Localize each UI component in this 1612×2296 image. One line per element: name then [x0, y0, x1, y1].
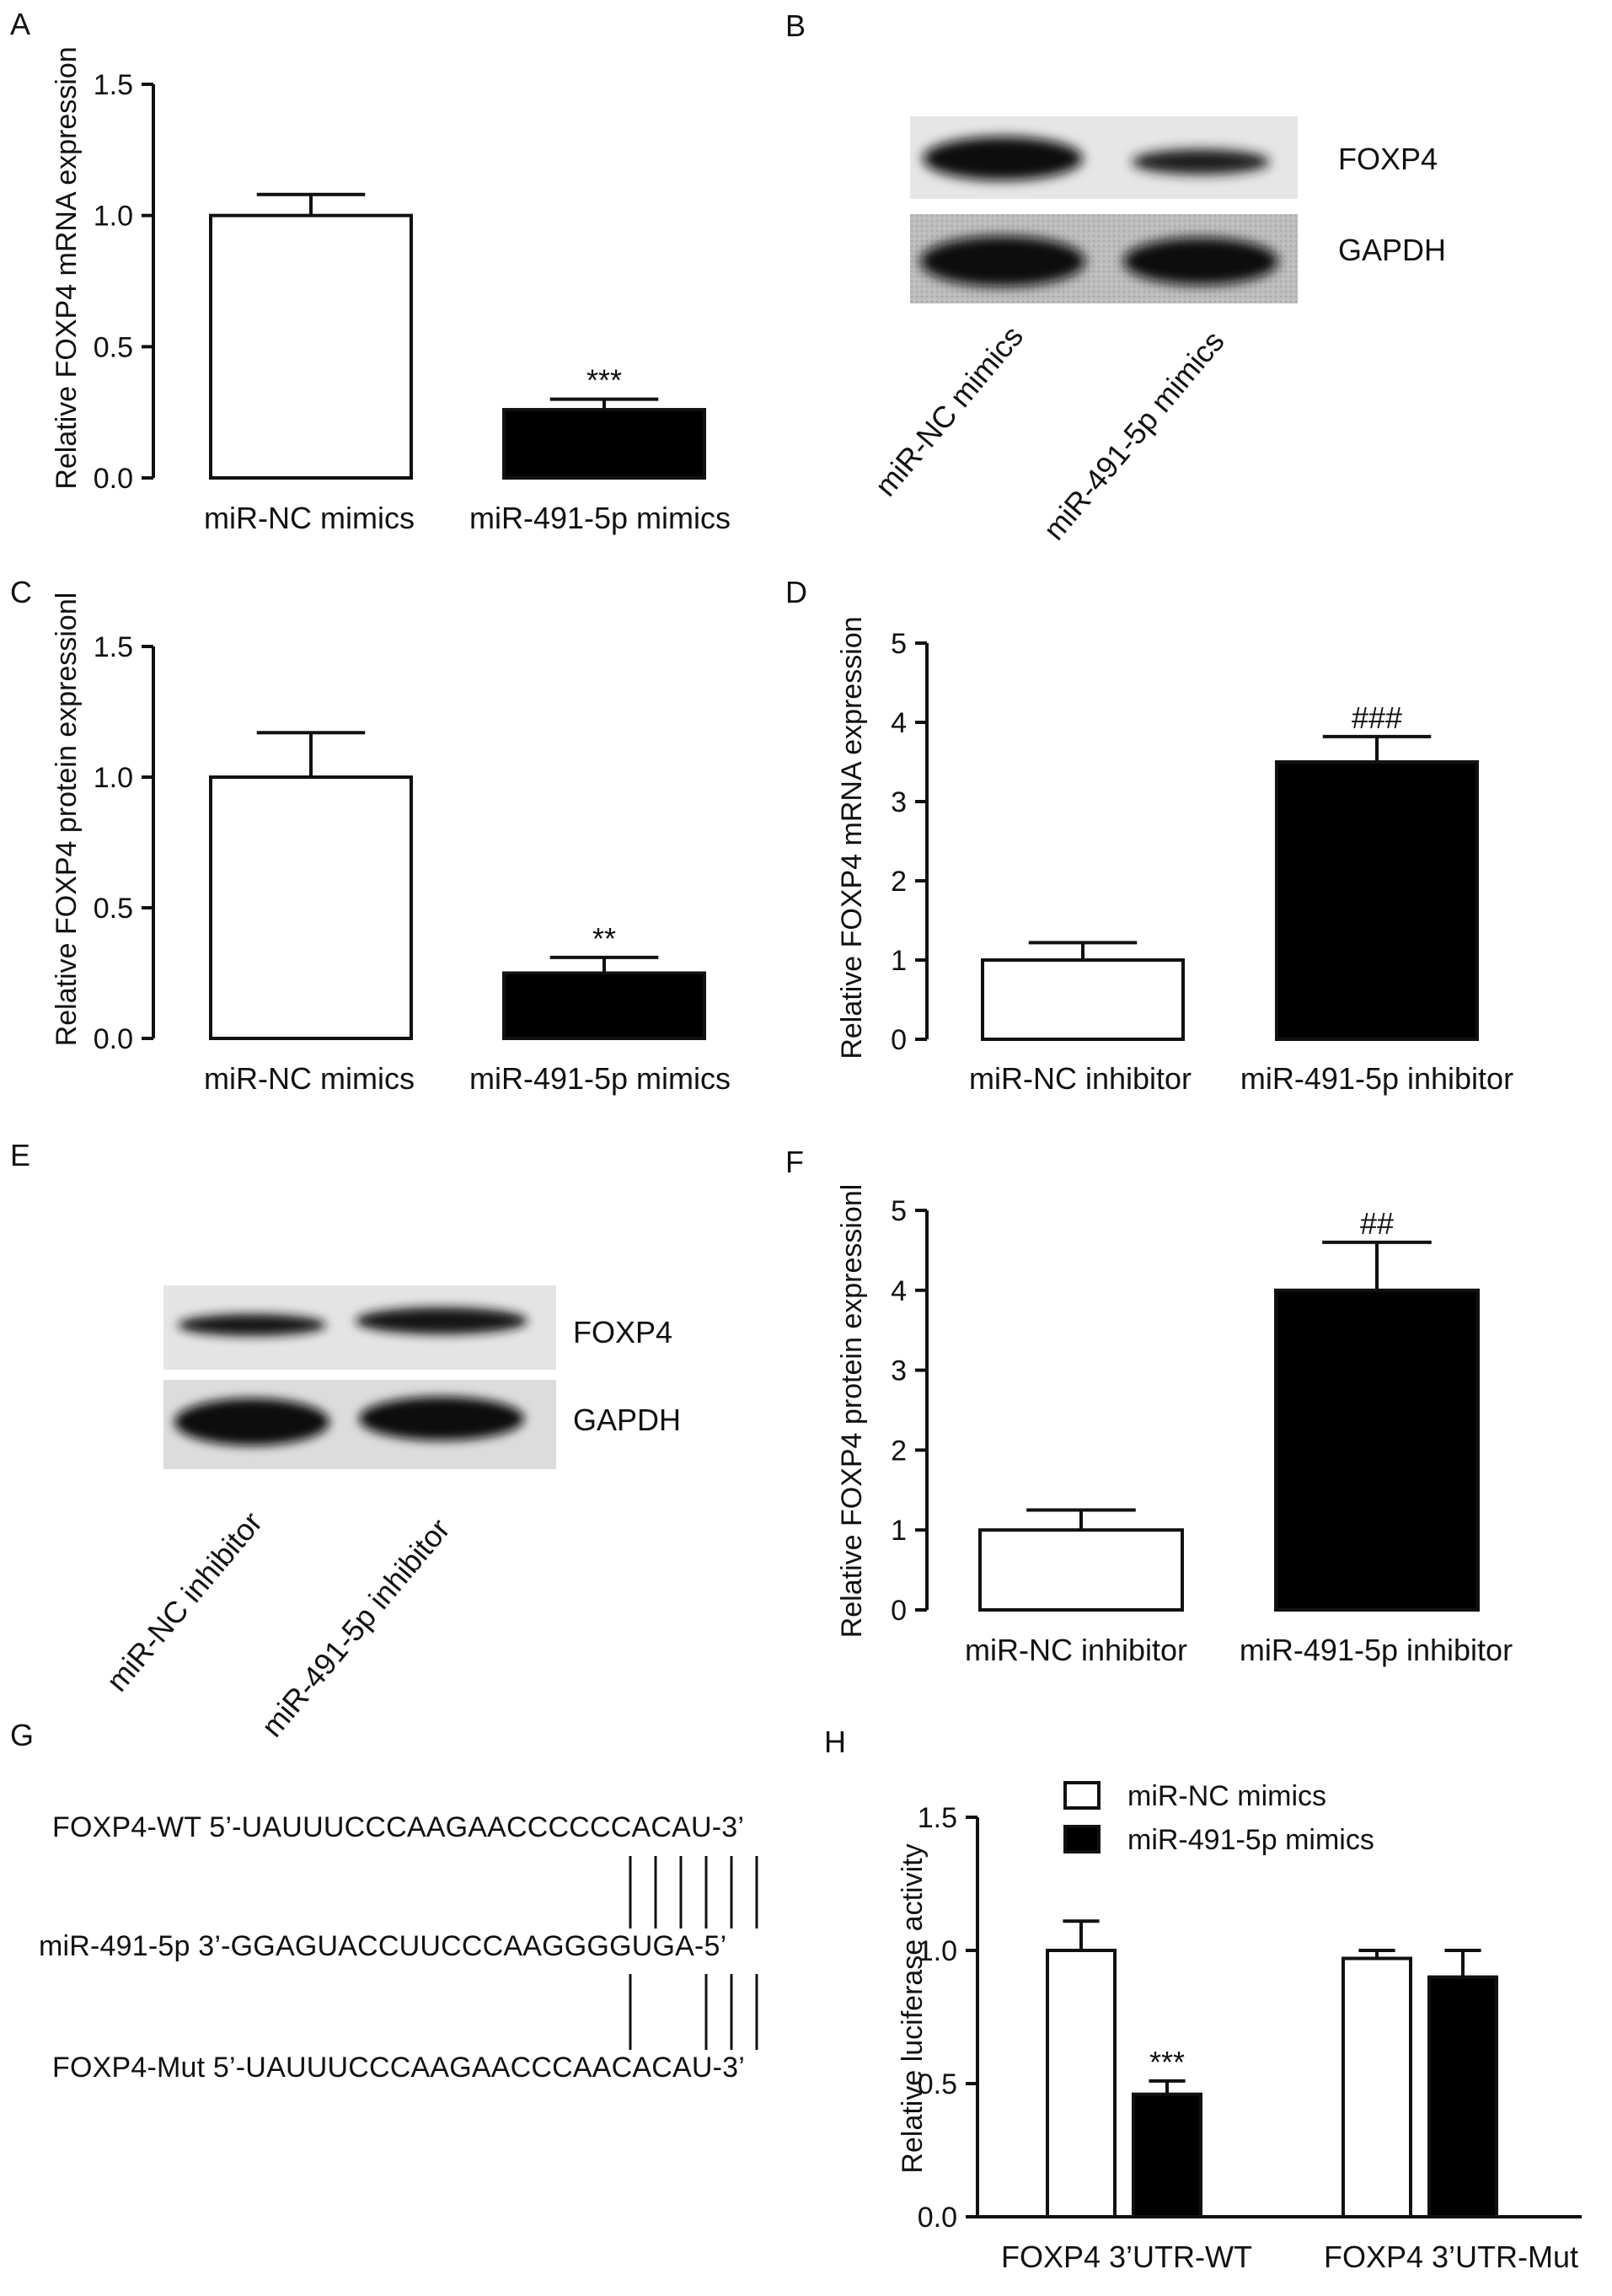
bar: [1132, 2092, 1202, 2218]
y-tick-label: 1.0: [94, 762, 133, 794]
sequence-foxp4-mut: FOXP4-Mut 5’-UAUUUCCCAAGAACCCAACACAU-3’: [52, 2052, 746, 2084]
y-axis-label: Relative FOXP4 mRNA expression: [51, 46, 83, 489]
significance-marker: ***: [1149, 2045, 1185, 2079]
blot-b-gapdh-label: GAPDH: [1338, 233, 1447, 267]
bar: [209, 213, 413, 480]
blot-b-foxp4-label: FOXP4: [1338, 142, 1438, 176]
y-tick-label: 0.5: [918, 2068, 957, 2100]
significance-marker: **: [592, 921, 616, 956]
significance-marker: ##: [1360, 1206, 1394, 1241]
blot-b-gapdh-band-2: [1123, 238, 1278, 285]
y-tick-label: 1.5: [94, 631, 133, 663]
panel-letter-d: D: [785, 575, 807, 609]
significance-marker: ###: [1352, 700, 1402, 735]
panel-letter-b: B: [785, 8, 806, 43]
bar: [1275, 760, 1479, 1041]
y-axis-label: Relative FOXP4 mRNA expression: [836, 616, 868, 1059]
y-tick-label: 1: [891, 945, 907, 977]
y-axis-label: Relative FOXP4 protein expressionl: [51, 593, 83, 1047]
chart-f: 0 1 2 3 4 5 Relative FOXP4 protein expressionl…: [836, 1184, 1513, 1667]
blot-b-foxp4-band-1: [923, 137, 1083, 180]
y-tick-label: 2: [891, 866, 907, 898]
legend-label: miR-491-5p mimics: [1127, 1824, 1374, 1856]
y-tick-label: 4: [891, 1275, 907, 1307]
y-tick-label: 1.5: [918, 1802, 957, 1834]
panel-letter-e: E: [10, 1138, 31, 1172]
bar: [502, 971, 706, 1040]
panel-letter-f: F: [785, 1145, 804, 1179]
panel-letter-g: G: [10, 1718, 35, 1752]
y-tick-label: 4: [891, 707, 907, 739]
legend-swatch: [1063, 1825, 1101, 1853]
y-tick-label: 0.0: [94, 463, 133, 495]
y-tick-label: 1.5: [94, 69, 133, 101]
western-blot-b: [910, 116, 1298, 303]
blot-e-foxp4-band-1: [178, 1314, 326, 1336]
x-tick-label: FOXP4 3’UTR-WT: [1001, 2240, 1252, 2274]
chart-d: 0 1 2 3 4 5 Relative FOXP4 mRNA expression ### m…: [836, 616, 1513, 1096]
y-tick-label: 5: [891, 1195, 907, 1227]
blot-b-foxp4-band-2: [1132, 149, 1270, 174]
bar: [209, 775, 413, 1040]
y-tick-label: 0.5: [94, 331, 133, 363]
blot-e-foxp4-band-2: [356, 1307, 528, 1334]
x-tick-label: miR-491-5p mimics: [469, 1061, 731, 1096]
y-tick-label: 5: [891, 628, 907, 660]
y-axis-label: Relative FOXP4 protein expressionl: [836, 1184, 868, 1639]
blot-e-gapdh-label: GAPDH: [573, 1403, 682, 1437]
x-tick-label: miR-NC mimics: [204, 501, 415, 535]
chart-h: 0.0 0.5 1.0 1.5 Relative luciferase activity…: [897, 1780, 1582, 2274]
bar: [502, 408, 706, 480]
x-tick-label: miR-NC inhibitor: [965, 1633, 1187, 1667]
legend-swatch: [1063, 1781, 1101, 1810]
y-tick-label: 3: [891, 1355, 907, 1387]
y-tick-label: 2: [891, 1435, 907, 1467]
bar: [981, 958, 1185, 1041]
y-tick-label: 0.5: [94, 893, 133, 925]
western-blot-e: [163, 1285, 556, 1469]
legend-label: miR-NC mimics: [1127, 1780, 1326, 1812]
y-tick-label: 1.0: [94, 201, 133, 233]
blot-b-gapdh-band-1: [920, 236, 1085, 287]
y-tick-label: 3: [891, 786, 907, 818]
bar: [1427, 1975, 1498, 2219]
chart-a: 0.0 0.5 1.0 1.5 Relative FOXP4 mRNA expressi…: [51, 46, 731, 535]
x-tick-label: miR-491-5p inhibitor: [1240, 1633, 1513, 1667]
x-tick-label: miR-NC inhibitor: [969, 1061, 1192, 1096]
y-tick-label: 0: [891, 1024, 907, 1056]
chart-c: 0.0 0.5 1.0 1.5 Relative FOXP4 protein expre…: [51, 593, 731, 1096]
y-tick-label: 1.0: [918, 1935, 957, 1967]
panel-letter-c: C: [10, 575, 32, 609]
significance-marker: ***: [586, 363, 622, 398]
y-tick-label: 0: [891, 1595, 907, 1627]
x-tick-label: miR-491-5p inhibitor: [1240, 1061, 1513, 1096]
panel-letter-a: A: [10, 7, 31, 41]
x-tick-label: FOXP4 3’UTR-Mut: [1324, 2240, 1578, 2274]
y-tick-label: 0.0: [94, 1023, 133, 1055]
blot-e-foxp4-label: FOXP4: [573, 1315, 673, 1349]
bar: [978, 1528, 1184, 1612]
x-tick-label: miR-NC mimics: [204, 1061, 415, 1096]
panel-letter-h: H: [824, 1725, 846, 1759]
blot-e-gapdh-band-1: [174, 1398, 329, 1446]
y-tick-label: 0.0: [918, 2202, 957, 2234]
sequence-foxp4-wt: FOXP4-WT 5’-UAUUUCCCAAGAACCCCCCACAU-3’: [52, 1811, 745, 1843]
sequence-mir-491-5p: miR-491-5p 3’-GGAGUACCUUCCCAAGGGGUGA-5’: [39, 1930, 727, 1962]
x-tick-label: miR-491-5p mimics: [469, 501, 731, 535]
y-tick-label: 1: [891, 1515, 907, 1547]
blot-e-gapdh-band-2: [359, 1397, 524, 1440]
y-axis-label: Relative luciferase activity: [897, 1843, 929, 2173]
